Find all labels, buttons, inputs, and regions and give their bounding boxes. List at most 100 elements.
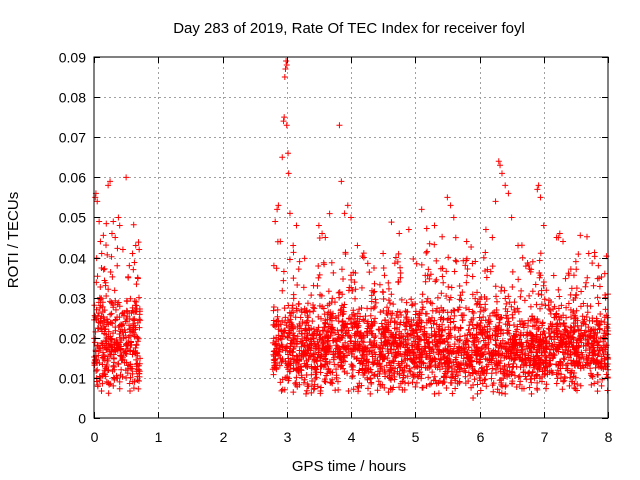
data-point — [542, 353, 549, 360]
data-point — [369, 359, 376, 366]
data-point — [274, 206, 281, 213]
data-point — [103, 334, 110, 341]
data-point — [385, 279, 392, 286]
data-point — [358, 382, 365, 389]
data-point — [444, 339, 451, 346]
data-point — [274, 318, 281, 325]
data-point — [576, 355, 583, 362]
data-point — [520, 369, 527, 376]
data-point — [537, 336, 544, 343]
data-point — [526, 384, 533, 391]
data-point — [308, 340, 315, 347]
data-point — [499, 383, 506, 390]
data-point — [362, 345, 369, 352]
data-point — [289, 302, 296, 309]
data-point — [410, 317, 417, 324]
data-point — [422, 278, 429, 285]
data-point — [396, 335, 403, 342]
data-point — [354, 328, 361, 335]
data-point — [103, 363, 110, 370]
data-point — [92, 194, 99, 201]
data-point — [271, 321, 278, 328]
y-tick-label: 0.05 — [59, 210, 86, 226]
data-point — [288, 337, 295, 344]
data-point — [426, 343, 433, 350]
data-point — [306, 352, 313, 359]
data-point — [335, 289, 342, 296]
data-point — [274, 306, 281, 313]
data-point — [368, 318, 375, 325]
data-point — [385, 297, 392, 304]
data-point — [97, 374, 104, 381]
data-point — [340, 310, 347, 317]
data-point — [420, 359, 427, 366]
data-point — [505, 293, 512, 300]
data-point — [430, 349, 437, 356]
data-point — [98, 340, 105, 347]
data-point — [425, 266, 432, 273]
data-point — [410, 349, 417, 356]
data-point — [375, 326, 382, 333]
data-point — [109, 300, 116, 307]
data-point — [458, 345, 465, 352]
data-point — [121, 327, 128, 334]
data-point — [288, 340, 295, 347]
data-point — [439, 321, 446, 328]
data-point — [319, 327, 326, 334]
data-point — [484, 333, 491, 340]
data-point — [570, 297, 577, 304]
data-point — [536, 365, 543, 372]
data-point — [573, 285, 580, 292]
data-point — [383, 310, 390, 317]
data-point — [456, 379, 463, 386]
data-point — [591, 380, 598, 387]
data-point — [285, 170, 292, 177]
data-point — [391, 260, 398, 267]
data-point — [472, 295, 479, 302]
data-point — [479, 329, 486, 336]
data-point — [275, 332, 282, 339]
data-point — [473, 301, 480, 308]
data-point — [113, 340, 120, 347]
data-point — [532, 338, 539, 345]
data-point — [303, 319, 310, 326]
data-point — [482, 226, 489, 233]
data-point — [484, 266, 491, 273]
data-point — [354, 338, 361, 345]
data-point — [107, 341, 114, 348]
data-point — [322, 320, 329, 327]
data-point — [301, 342, 308, 349]
data-point — [459, 289, 466, 296]
data-point — [542, 340, 549, 347]
data-point — [105, 328, 112, 335]
data-point — [423, 382, 430, 389]
data-point — [505, 318, 512, 325]
data-point — [283, 58, 290, 65]
data-point — [119, 357, 126, 364]
data-point — [364, 305, 371, 312]
data-point — [602, 291, 609, 298]
data-point — [536, 346, 543, 353]
data-point — [552, 345, 559, 352]
data-point — [552, 311, 559, 318]
data-point — [515, 308, 522, 315]
data-point — [356, 367, 363, 374]
data-point — [567, 266, 574, 273]
data-point — [358, 284, 365, 291]
data-point — [120, 321, 127, 328]
data-point — [128, 309, 135, 316]
data-point — [452, 234, 459, 241]
data-point — [558, 333, 565, 340]
data-point — [370, 342, 377, 349]
data-point — [418, 206, 425, 213]
data-point — [290, 345, 297, 352]
data-point — [588, 381, 595, 388]
data-point — [354, 242, 361, 249]
y-tick-label: 0.06 — [59, 170, 86, 186]
data-point — [287, 368, 294, 375]
data-point — [457, 292, 464, 299]
data-point — [440, 279, 447, 286]
data-point — [403, 314, 410, 321]
data-point — [503, 354, 510, 361]
data-point — [480, 307, 487, 314]
